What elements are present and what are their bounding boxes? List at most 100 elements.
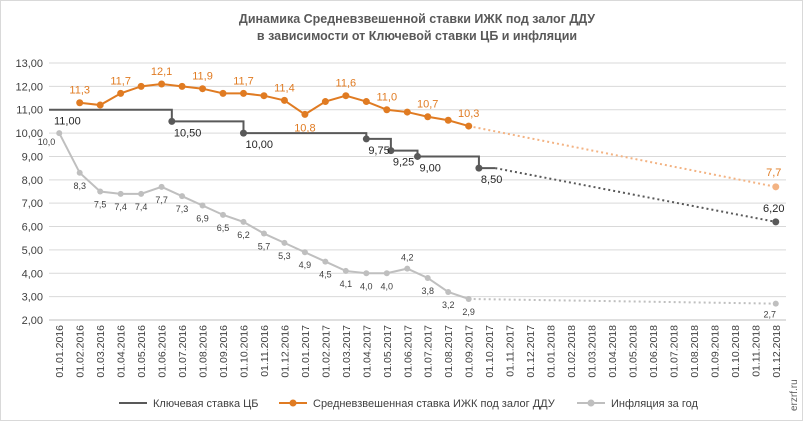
x-tick-label: 01.01.2016 bbox=[54, 325, 66, 378]
point-mortgage-rate bbox=[199, 85, 207, 93]
point-mortgage-rate bbox=[465, 122, 473, 130]
point-mortgage-rate bbox=[260, 92, 268, 100]
point-mortgage-rate bbox=[117, 89, 125, 97]
data-label-inflation: 10,0 bbox=[38, 137, 56, 147]
data-label-inflation: 5,3 bbox=[278, 251, 291, 261]
y-tick-label: 2,00 bbox=[22, 315, 43, 327]
data-label-inflation: 3,2 bbox=[442, 300, 455, 310]
x-tick-label: 01.12.2016 bbox=[279, 325, 291, 378]
x-tick-label: 01.10.2017 bbox=[484, 325, 496, 378]
x-tick-label: 01.03.2017 bbox=[341, 325, 353, 378]
x-tick-label: 01.11.2017 bbox=[505, 325, 517, 377]
legend-item-key-rate-label: Ключевая ставка ЦБ bbox=[153, 398, 259, 410]
point-inflation bbox=[179, 193, 186, 200]
y-tick-label: 12,00 bbox=[15, 81, 43, 93]
point-mortgage-rate bbox=[321, 98, 329, 106]
point-mortgage-rate bbox=[424, 113, 432, 121]
point-inflation bbox=[301, 249, 308, 256]
x-tick-label: 01.06.2017 bbox=[402, 325, 414, 378]
data-label-key-rate: 11,00 bbox=[54, 116, 81, 128]
data-label-inflation: 4,2 bbox=[401, 253, 414, 263]
x-tick-label: 01.11.2016 bbox=[259, 325, 271, 377]
series-line-key-rate bbox=[49, 108, 496, 170]
point-inflation bbox=[76, 169, 83, 176]
data-label-key-rate: 10,00 bbox=[245, 139, 273, 151]
data-label-mortgage-rate: 11,9 bbox=[192, 71, 213, 83]
data-label-mortgage-rate: 11,6 bbox=[336, 78, 357, 90]
y-tick-label: 13,00 bbox=[15, 58, 43, 70]
point-key-rate bbox=[414, 152, 421, 160]
forecast-line-key-rate bbox=[495, 167, 776, 223]
data-label-inflation: 7,4 bbox=[114, 202, 127, 212]
point-inflation bbox=[404, 265, 411, 272]
data-label-inflation: 7,5 bbox=[94, 200, 107, 210]
point-key-rate bbox=[168, 117, 176, 125]
legend-item-mortgage-rate-marker bbox=[289, 399, 297, 407]
point-mortgage-rate bbox=[219, 89, 227, 97]
data-label-inflation: 4,0 bbox=[381, 281, 394, 291]
data-label-mortgage-rate: 11,0 bbox=[376, 92, 397, 104]
x-tick-label: 01.06.2016 bbox=[157, 325, 169, 378]
data-label-mortgage-rate: 11,3 bbox=[69, 85, 90, 97]
data-label-mortgage-rate: 10,3 bbox=[458, 108, 479, 120]
point-inflation bbox=[138, 190, 145, 197]
point-mortgage-rate bbox=[239, 89, 247, 97]
y-tick-label: 5,00 bbox=[22, 245, 43, 257]
data-label-inflation: 2,9 bbox=[462, 307, 475, 317]
y-tick-label: 4,00 bbox=[22, 268, 43, 280]
point-inflation bbox=[383, 270, 390, 277]
data-label-key-rate: 10,50 bbox=[174, 127, 202, 139]
point-mortgage-rate bbox=[158, 80, 166, 88]
point-inflation bbox=[322, 258, 329, 265]
x-tick-label: 01.02.2018 bbox=[566, 325, 578, 378]
data-label-inflation: 4,1 bbox=[340, 279, 353, 289]
data-label-mortgage-rate-forecast: 7,7 bbox=[766, 167, 781, 179]
data-label-inflation: 3,8 bbox=[421, 286, 434, 296]
x-tick-label: 01.03.2016 bbox=[95, 325, 107, 378]
x-tick-label: 01.03.2018 bbox=[587, 325, 599, 378]
point-inflation bbox=[97, 188, 104, 195]
x-tick-label: 01.05.2016 bbox=[136, 325, 148, 378]
x-tick-label: 01.02.2016 bbox=[75, 325, 87, 378]
x-tick-label: 01.11.2018 bbox=[750, 325, 762, 377]
data-label-inflation: 6,5 bbox=[217, 223, 230, 233]
point-mortgage-rate bbox=[137, 82, 145, 90]
x-tick-label: 01.12.2017 bbox=[525, 325, 537, 378]
point-mortgage-rate-forecast bbox=[772, 183, 780, 191]
point-inflation bbox=[465, 295, 472, 302]
y-tick-label: 11,00 bbox=[16, 105, 43, 117]
chart-title-line: в зависимости от Ключевой ставки ЦБ и ин… bbox=[257, 29, 577, 43]
point-inflation bbox=[240, 218, 247, 225]
point-mortgage-rate bbox=[96, 101, 104, 109]
point-mortgage-rate bbox=[403, 108, 411, 116]
x-tick-label: 01.10.2016 bbox=[238, 325, 250, 378]
point-inflation bbox=[342, 267, 349, 274]
x-tick-label: 01.01.2018 bbox=[546, 325, 558, 378]
point-inflation-forecast bbox=[772, 300, 779, 307]
data-label-mortgage-rate: 10,8 bbox=[294, 122, 315, 134]
y-tick-label: 7,00 bbox=[22, 198, 43, 210]
point-inflation bbox=[260, 230, 267, 237]
data-label-key-rate: 8,50 bbox=[481, 174, 502, 186]
x-tick-label: 01.05.2018 bbox=[627, 325, 639, 378]
data-label-inflation: 6,2 bbox=[237, 230, 250, 240]
point-inflation bbox=[445, 288, 452, 295]
point-inflation bbox=[281, 239, 288, 246]
point-inflation bbox=[363, 270, 370, 277]
data-label-mortgage-rate: 11,7 bbox=[110, 75, 131, 87]
legend-item-mortgage-rate-label: Средневзвешенная ставка ИЖК под залог ДД… bbox=[313, 398, 556, 410]
legend-item-inflation-label: Инфляция за год bbox=[611, 398, 698, 410]
point-mortgage-rate bbox=[362, 98, 370, 106]
x-tick-label: 01.01.2017 bbox=[300, 325, 312, 378]
data-label-inflation: 4,5 bbox=[319, 270, 332, 280]
data-label-inflation: 5,7 bbox=[258, 242, 271, 252]
point-mortgage-rate bbox=[444, 116, 452, 124]
legend-item-inflation-marker bbox=[587, 399, 595, 407]
data-label-mortgage-rate: 11,4 bbox=[274, 82, 295, 94]
point-inflation bbox=[220, 211, 227, 218]
chart-title-line: Динамика Средневзвешенной ставки ИЖК под… bbox=[239, 12, 595, 26]
x-tick-label: 01.10.2018 bbox=[730, 325, 742, 378]
x-tick-label: 01.07.2016 bbox=[177, 325, 189, 378]
data-label-inflation: 7,3 bbox=[176, 204, 189, 214]
